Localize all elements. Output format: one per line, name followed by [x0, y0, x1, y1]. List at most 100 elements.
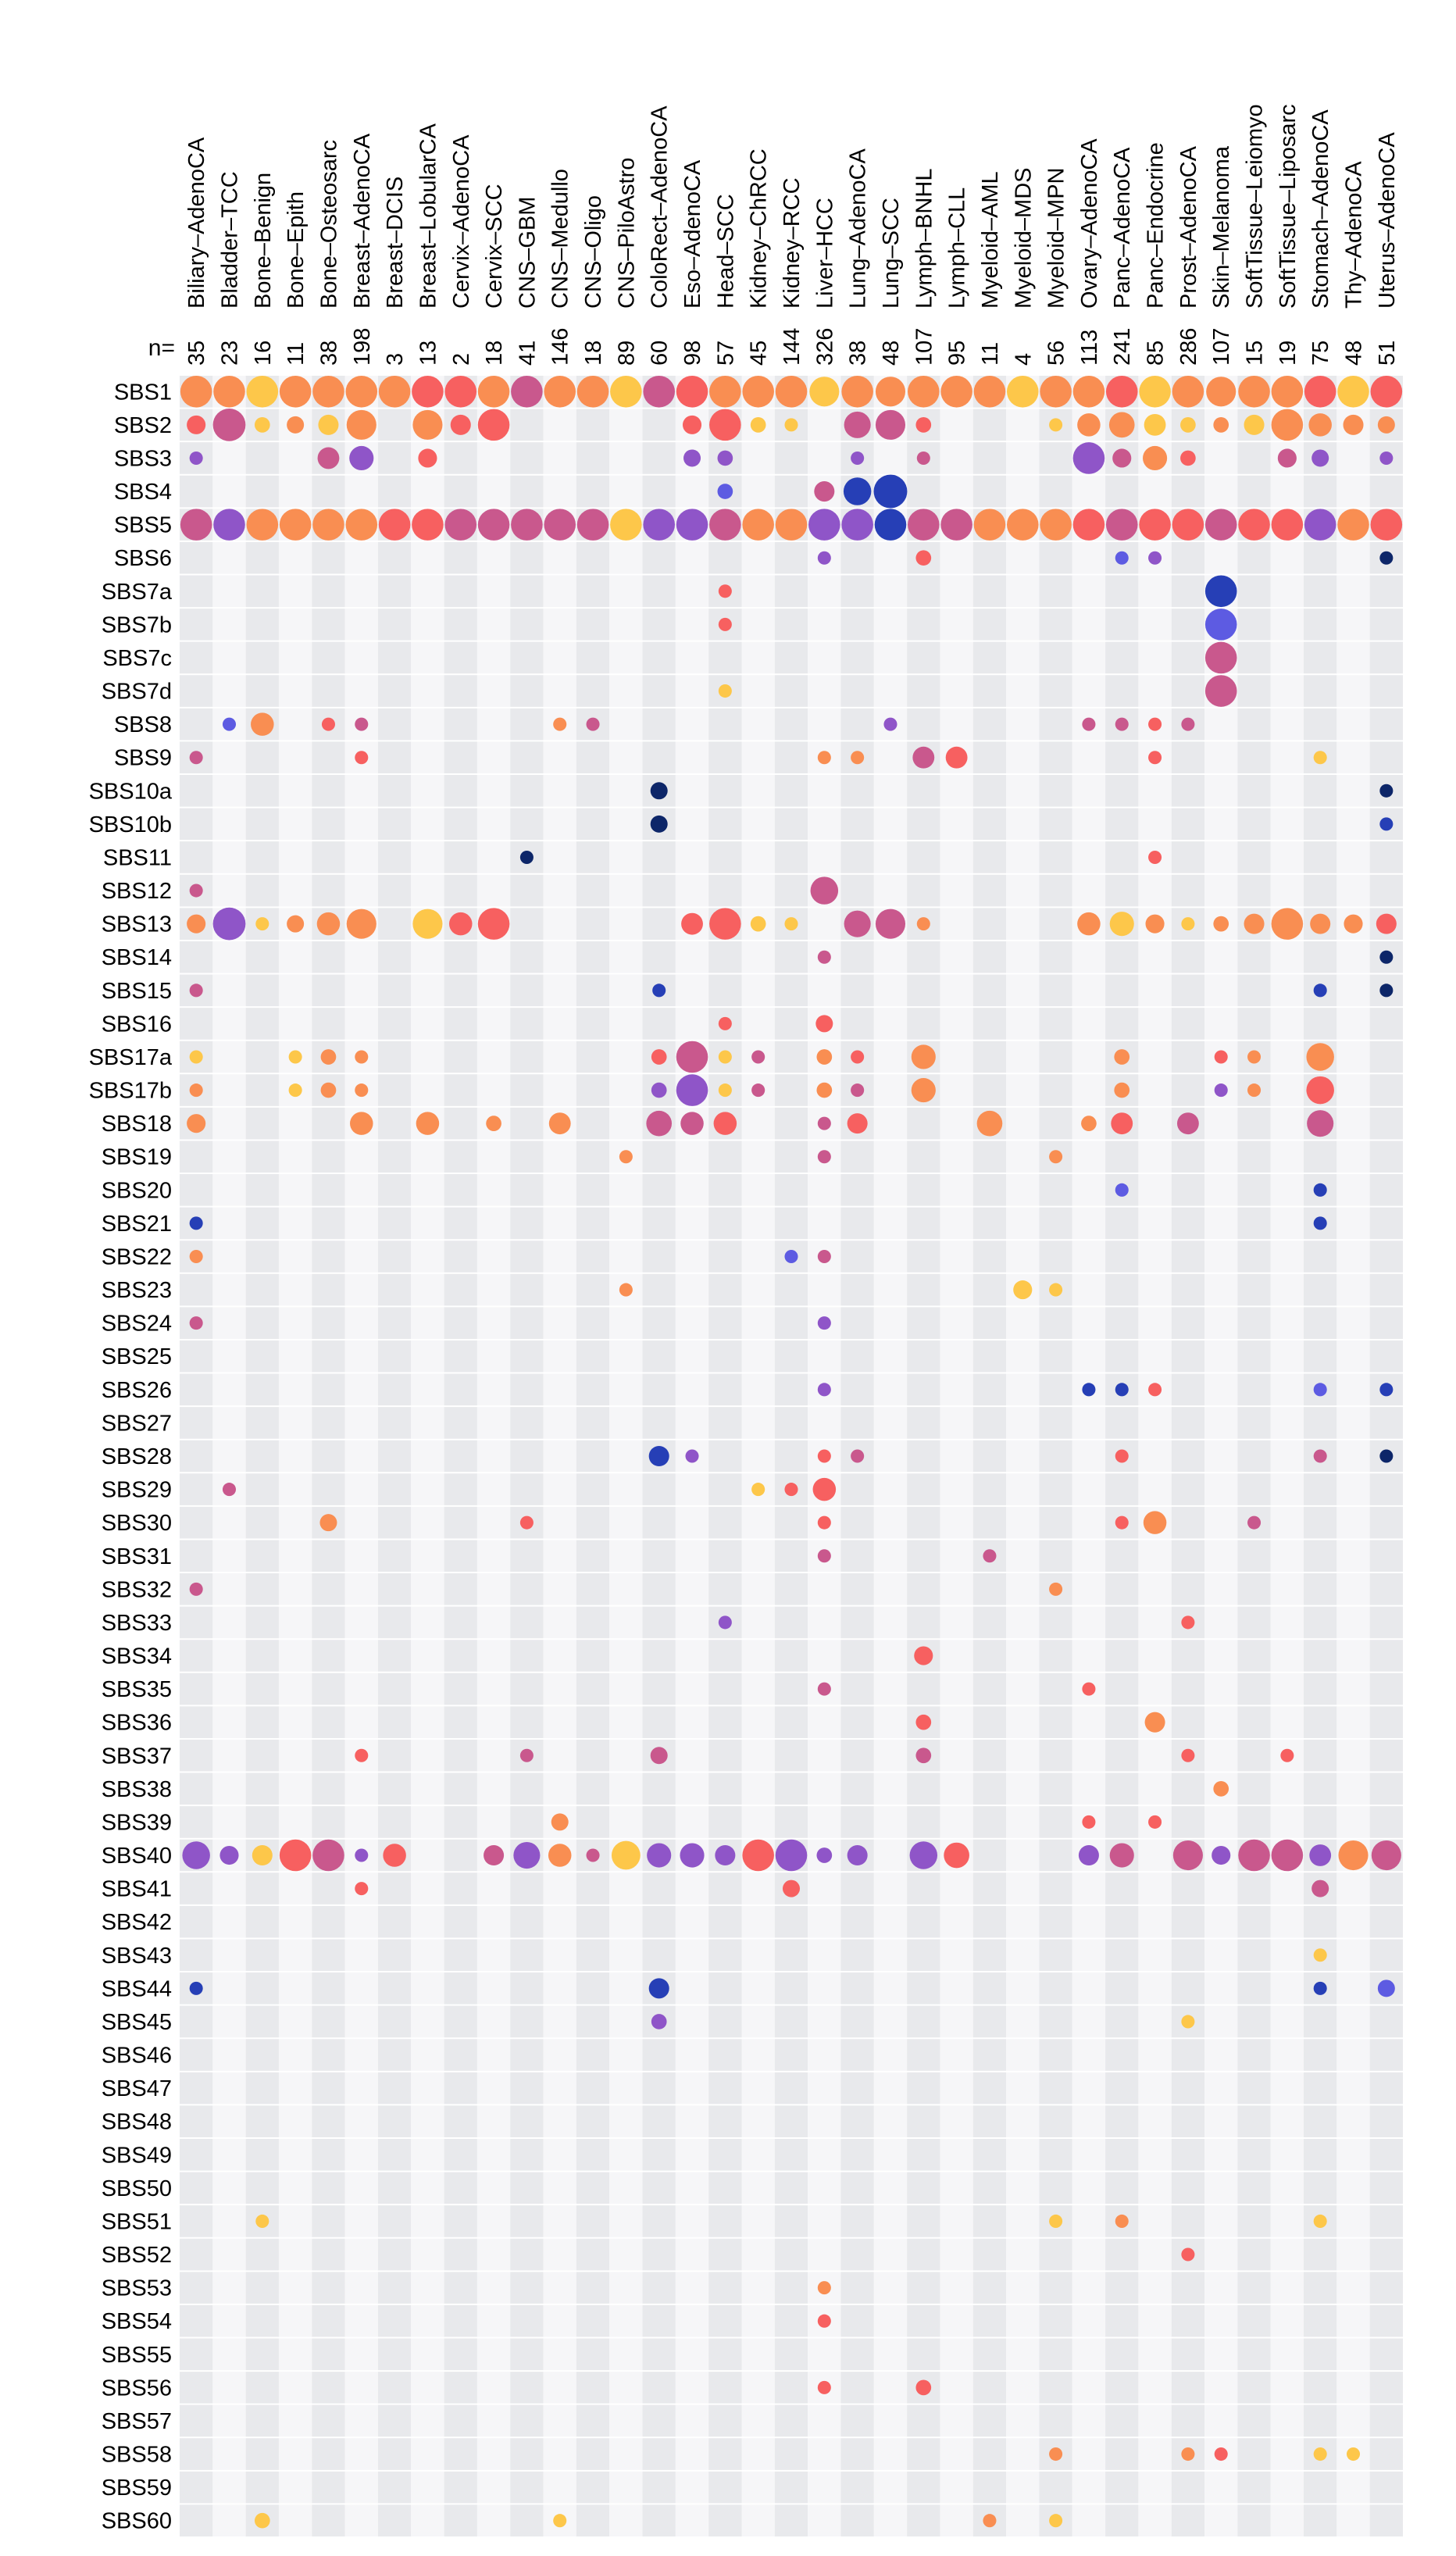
column-panel-breast-dcis [377, 375, 412, 2537]
dot-sbs1-liver-hcc [809, 377, 840, 407]
dot-sbs10a-colorect-adenoca [650, 782, 668, 800]
dot-sbs29-liver-hcc [812, 1477, 837, 1501]
dot-sbs40-softtissue-liposarc [1271, 1839, 1304, 1872]
dot-sbs6-liver-hcc [817, 551, 831, 565]
n-value-kidney-chrcc: 45 [747, 341, 772, 366]
column-panel-cervix-adenoca [444, 375, 477, 2537]
dot-sbs5-colorect-adenoca [643, 509, 675, 541]
column-label-thy-adenoca: Thy–AdenoCA [1342, 161, 1367, 309]
row-label-sbs7a: SBS7a [102, 580, 173, 605]
row-label-sbs30: SBS30 [102, 1511, 172, 1536]
dot-sbs40-skin-melanoma [1212, 1845, 1231, 1865]
row-label-sbs21: SBS21 [102, 1212, 172, 1237]
row-label-sbs49: SBS49 [102, 2143, 172, 2168]
dot-sbs1-softtissue-liposarc [1271, 376, 1304, 408]
dot-sbs1-lymph-bnhl [908, 376, 940, 408]
dot-sbs15-stomach-adenoca [1313, 983, 1327, 998]
row-label-sbs55: SBS55 [102, 2343, 172, 2368]
column-panel-skin-melanoma [1204, 375, 1238, 2537]
row-label-sbs3: SBS3 [114, 446, 172, 471]
dot-sbs2-cervix-adenoca [450, 414, 471, 435]
n-value-myeloid-aml: 11 [978, 342, 1003, 366]
dot-sbs1-lung-scc [875, 377, 906, 407]
dot-sbs33-prost-adenoca [1181, 1615, 1195, 1630]
dot-sbs36-lymph-bnhl [915, 1714, 932, 1730]
column-panel-cns-piloastro [609, 375, 643, 2537]
row-label-sbs37: SBS37 [102, 1744, 172, 1769]
column-label-eso-adenoca: Eso–AdenoCA [680, 159, 705, 309]
dot-sbs30-liver-hcc [817, 1515, 831, 1530]
row-label-sbs18: SBS18 [102, 1112, 172, 1137]
dot-sbs2-myeloid-mpn [1049, 418, 1063, 432]
dot-sbs8-cns-oligo [586, 717, 600, 731]
dot-sbs37-prost-adenoca [1181, 1748, 1195, 1762]
row-label-sbs10a: SBS10a [89, 779, 173, 804]
dot-sbs5-lymph-bnhl [908, 509, 940, 541]
sample-count-labels: 35 23 16 11 38 198 3 13 2 18 41 146 18 89 60 98 57 45 144 3… [184, 328, 1400, 366]
column-label-panc-endocrine: Panc–Endocrine [1144, 142, 1169, 309]
dot-sbs13-lung-scc [875, 909, 906, 939]
dot-sbs5-breast-dcis [378, 509, 411, 541]
dot-sbs2-prost-adenoca [1180, 417, 1196, 433]
column-panel-myeloid-mds [1006, 375, 1040, 2537]
dot-sbs2-lung-adenoca [844, 411, 871, 438]
dot-sbs40-lymph-cll [944, 1842, 969, 1869]
dot-sbs10b-uterus-adenoca [1379, 817, 1394, 831]
dot-sbs17b-breast-adenoca [355, 1083, 369, 1098]
column-panel-breast-lobularca [411, 375, 444, 2537]
dot-sbs15-biliary-adenoca [189, 983, 203, 998]
dot-sbs1-cns-medullo [544, 376, 576, 408]
column-label-lymph-cll: Lymph–CLL [945, 187, 970, 309]
dot-sbs2-softtissue-liposarc [1271, 409, 1304, 441]
dot-sbs40-breast-adenoca [355, 1848, 369, 1862]
dot-sbs17b-head-scc [718, 1083, 732, 1098]
row-label-sbs47: SBS47 [102, 2076, 172, 2101]
dot-sbs39-ovary-adenoca [1082, 1815, 1096, 1829]
dot-sbs40-biliary-adenoca [182, 1841, 210, 1869]
dot-sbs5-panc-adenoca [1105, 509, 1138, 541]
n-value-breast-dcis: 3 [383, 353, 408, 366]
dot-sbs13-bone-epith [287, 915, 305, 933]
dot-sbs18-myeloid-aml [976, 1110, 1003, 1137]
dot-sbs17b-lymph-bnhl [911, 1078, 936, 1103]
column-label-bone-epith: Bone–Epith [284, 191, 309, 309]
column-label-prost-adenoca: Prost–AdenoCA [1176, 145, 1201, 309]
dot-sbs17b-eso-adenoca [676, 1074, 708, 1106]
row-label-sbs14: SBS14 [102, 945, 172, 970]
dot-sbs26-ovary-adenoca [1082, 1383, 1096, 1397]
dot-sbs2-breast-lobularca [412, 409, 443, 440]
dot-sbs13-softtissue-liposarc [1271, 908, 1304, 940]
dot-sbs18-cns-medullo [548, 1112, 571, 1135]
dot-sbs18-breast-adenoca [350, 1112, 373, 1135]
row-label-sbs58: SBS58 [102, 2443, 172, 2468]
dot-sbs40-kidney-rcc [775, 1839, 808, 1872]
dot-sbs28-uterus-adenoca [1379, 1449, 1394, 1463]
dot-sbs3-breast-lobularca [418, 448, 437, 468]
n-value-cervix-adenoca: 2 [449, 353, 474, 366]
dot-sbs1-cns-oligo [576, 376, 609, 408]
dot-sbs44-stomach-adenoca [1313, 1981, 1327, 1995]
dot-sbs24-liver-hcc [817, 1316, 831, 1330]
column-label-head-scc: Head–SCC [713, 194, 738, 309]
dot-sbs13-softtissue-leiomyo [1244, 913, 1265, 934]
dot-sbs30-panc-endocrine [1143, 1511, 1167, 1534]
dot-sbs1-breast-adenoca [345, 376, 378, 408]
dot-sbs18-head-scc [713, 1112, 737, 1135]
dot-sbs5-uterus-adenoca [1370, 509, 1403, 541]
dot-sbs40-liver-hcc [816, 1847, 833, 1863]
dot-sbs31-myeloid-aml [983, 1549, 997, 1563]
dot-sbs40-bone-benign [252, 1844, 273, 1866]
dot-sbs5-breast-lobularca [412, 509, 444, 541]
n-value-thy-adenoca: 48 [1342, 341, 1367, 366]
dot-sbs5-myeloid-mds [1006, 509, 1039, 541]
n-value-bone-osteosarc: 38 [316, 341, 341, 366]
column-panel-cervix-scc [476, 375, 511, 2537]
row-label-sbs25: SBS25 [102, 1344, 172, 1369]
dot-sbs13-uterus-adenoca [1376, 913, 1397, 934]
dot-sbs13-thy-adenoca [1344, 914, 1363, 934]
dot-sbs5-eso-adenoca [676, 509, 708, 541]
dot-sbs40-breast-dcis [383, 1844, 406, 1867]
n-value-kidney-rcc: 144 [780, 328, 805, 366]
dot-sbs13-panc-endocrine [1145, 914, 1165, 934]
